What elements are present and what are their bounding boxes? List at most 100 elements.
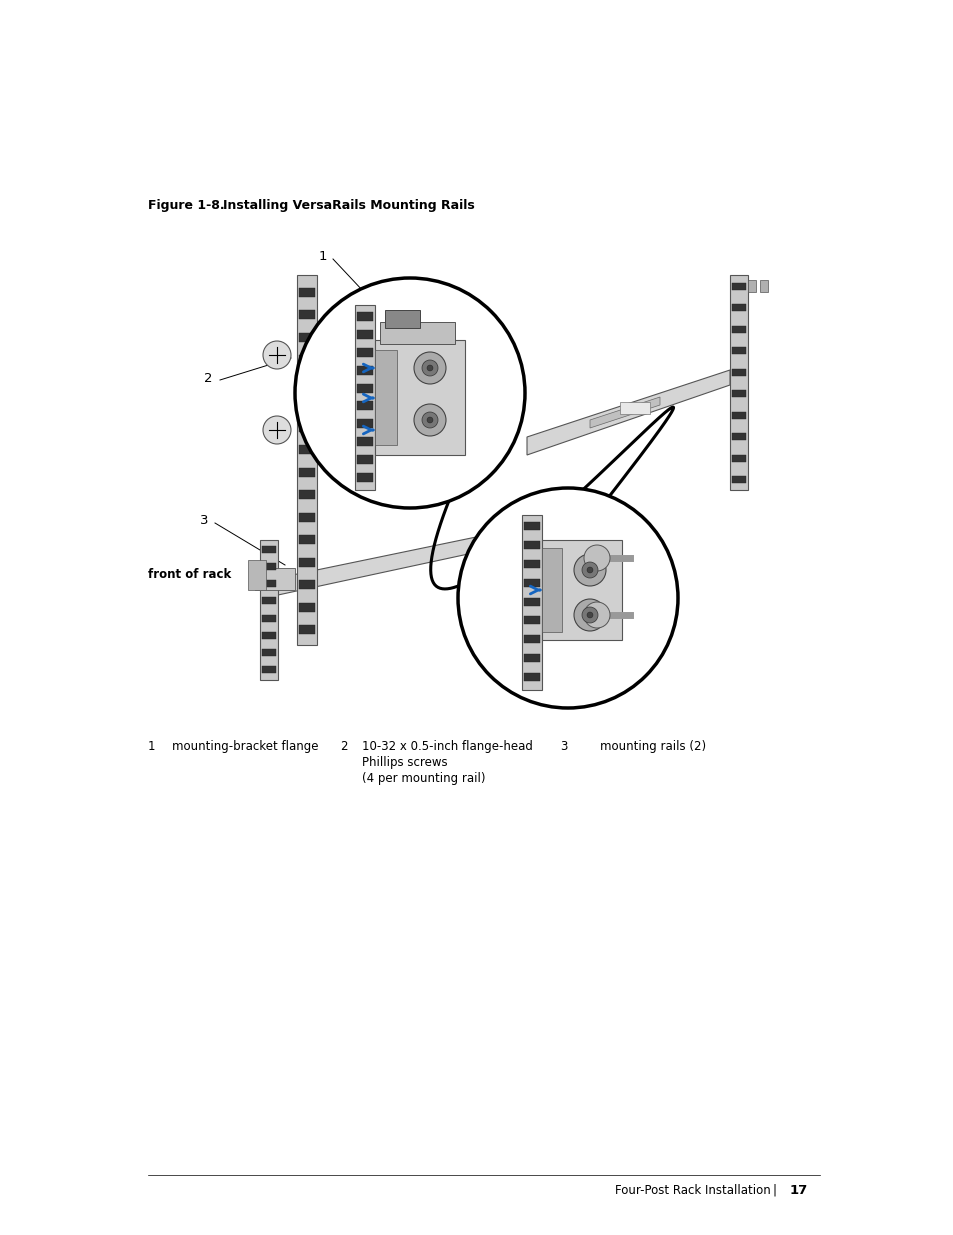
Bar [298,557,314,567]
Text: (4 per mounting rail): (4 per mounting rail) [361,772,485,785]
Text: 2: 2 [204,373,213,385]
Bar [541,548,561,632]
Bar [262,580,275,588]
Bar [523,522,539,530]
Bar [262,666,275,673]
Bar [521,515,541,690]
Circle shape [263,341,291,369]
Bar [523,598,539,605]
Bar [260,540,277,680]
Bar [262,632,275,638]
Circle shape [427,417,433,424]
Text: Four-Post Rack Installation: Four-Post Rack Installation [615,1183,770,1197]
Circle shape [583,601,609,629]
Circle shape [583,545,609,571]
Bar [731,283,745,290]
Bar [298,310,314,320]
Bar [298,490,314,499]
Bar [747,280,755,291]
Bar [731,475,745,483]
Bar [523,541,539,548]
Bar [298,580,314,589]
Text: 1: 1 [148,740,155,753]
Bar [248,559,266,590]
Text: 10-32 x 0.5-inch flange-head: 10-32 x 0.5-inch flange-head [361,740,533,753]
Circle shape [427,366,433,370]
Bar [356,312,373,321]
Bar [731,411,745,419]
Bar [523,616,539,625]
Bar [356,401,373,410]
Bar [262,648,275,656]
Bar [298,400,314,409]
Bar [731,305,745,311]
Circle shape [574,555,605,585]
Bar [731,347,745,354]
Circle shape [263,416,291,445]
Circle shape [414,352,446,384]
Bar [254,568,294,590]
Bar [731,433,745,440]
Circle shape [421,359,437,375]
Bar [298,535,314,545]
Bar [619,403,649,414]
Bar [523,673,539,680]
Text: Installing VersaRails Mounting Rails: Installing VersaRails Mounting Rails [223,199,475,211]
Bar [731,390,745,398]
Circle shape [581,606,598,622]
Circle shape [581,562,598,578]
Polygon shape [589,396,659,429]
Bar [356,437,373,446]
Text: mounting rails (2): mounting rails (2) [599,740,705,753]
Text: Figure 1-8.: Figure 1-8. [148,199,224,211]
Text: |: | [772,1183,776,1197]
Text: front of rack: front of rack [148,568,231,582]
Polygon shape [277,530,510,595]
Bar [356,456,373,464]
Polygon shape [526,370,729,454]
Bar [731,326,745,333]
Bar [355,305,375,490]
Bar [298,356,314,364]
Text: Phillips screws: Phillips screws [361,756,447,769]
Bar [298,513,314,521]
Bar [523,635,539,643]
Bar [298,625,314,634]
Bar [379,322,455,345]
Bar [262,546,275,553]
Circle shape [414,404,446,436]
Text: 2: 2 [339,740,347,753]
Text: 1: 1 [318,249,327,263]
Bar [298,333,314,342]
Text: mounting-bracket flange: mounting-bracket flange [172,740,318,753]
Bar [356,348,373,357]
Text: 3: 3 [199,515,208,527]
Bar [523,579,539,587]
Bar [262,615,275,621]
Bar [298,288,314,296]
Bar [356,473,373,482]
Circle shape [586,567,593,573]
Bar [385,310,419,329]
Bar [731,369,745,375]
Bar [541,540,621,640]
Bar [731,454,745,462]
Bar [356,384,373,393]
Bar [375,350,396,445]
Circle shape [457,488,678,708]
Bar [262,598,275,604]
Bar [729,275,747,490]
Text: 17: 17 [789,1183,807,1197]
Bar [298,603,314,611]
Circle shape [574,599,605,631]
Bar [298,378,314,387]
Bar [298,422,314,432]
Bar [298,468,314,477]
Bar [760,280,767,291]
Bar [262,563,275,571]
Bar [523,655,539,662]
Text: 3: 3 [559,740,567,753]
Circle shape [586,613,593,618]
Bar [523,559,539,568]
Circle shape [421,412,437,429]
